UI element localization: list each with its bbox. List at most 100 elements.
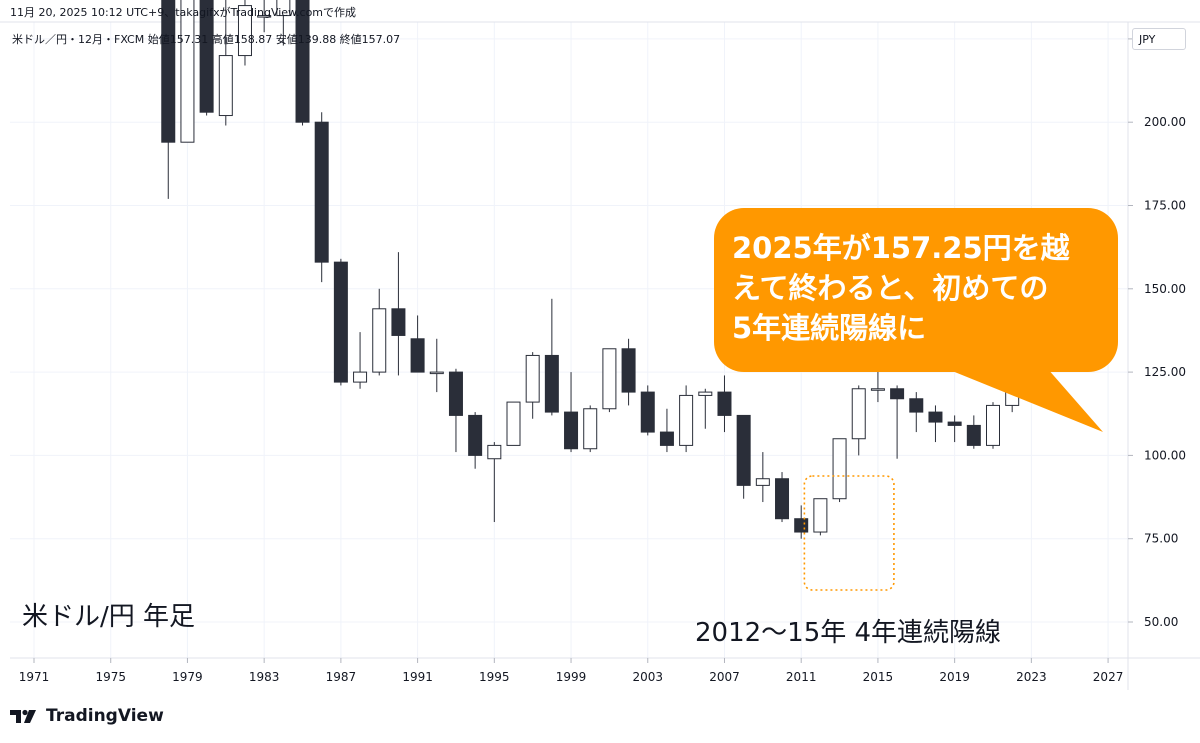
candle-body [870, 388, 885, 391]
candle-body [257, 15, 272, 18]
candle-body [659, 431, 674, 446]
candle-body [237, 5, 252, 57]
callout-line-1: 2025年が157.25円を越 [732, 231, 1070, 265]
candle-body [487, 444, 502, 460]
candle-body [429, 371, 444, 375]
candle-body [851, 388, 866, 440]
candle-1999 [564, 372, 579, 453]
candle-2002 [621, 338, 636, 406]
candle-1986 [314, 112, 329, 283]
callout-line-2: えて終わると、初めての [732, 271, 1049, 305]
candle-1991 [410, 315, 425, 373]
candle-1990 [391, 252, 406, 376]
candle-body [391, 308, 406, 336]
x-tick-label: 2023 [1016, 670, 1047, 684]
candle-1987 [333, 258, 348, 386]
candle-2017 [909, 392, 924, 433]
candle-2018 [928, 405, 943, 443]
y-tick-label: 100.00 [1144, 448, 1186, 462]
candle-body [525, 354, 540, 403]
candle-body [947, 421, 962, 426]
candle-1997 [525, 352, 540, 419]
candle-1982 [237, 0, 252, 66]
candle-body [506, 401, 521, 446]
candle-body [333, 261, 348, 383]
candle-2010 [775, 472, 790, 523]
x-tick-label: 2027 [1093, 670, 1124, 684]
x-tick-label: 1995 [479, 670, 510, 684]
candle-2006 [698, 388, 713, 429]
x-tick-label: 1987 [326, 670, 357, 684]
candle-body [602, 348, 617, 410]
candle-1992 [429, 338, 444, 393]
candle-body [161, 0, 176, 143]
currency-label[interactable]: JPY [1132, 28, 1186, 50]
candle-body [448, 371, 463, 416]
candle-1980 [199, 0, 214, 116]
candle-body [679, 394, 694, 446]
candle-1983 [257, 0, 272, 33]
candle-1979 [180, 0, 195, 143]
chart-label: 米ドル/円 年足 [22, 602, 196, 632]
candle-2007 [717, 375, 732, 433]
candle-body [640, 391, 655, 433]
candle-2005 [679, 385, 694, 453]
candle-body [468, 414, 483, 456]
candle-2014 [851, 385, 866, 456]
y-tick-label: 150.00 [1144, 282, 1186, 296]
candle-2009 [755, 452, 770, 503]
candle-body [698, 391, 713, 396]
candle-2016 [890, 385, 905, 459]
callout-text: 2025年が157.25円を越 えて終わると、初めての 5年連続陽線に [732, 228, 1102, 348]
ohlc-legend[interactable]: 米ドル／円・12月・FXCM 始値157.31 高値158.87 安値139.8… [12, 33, 401, 46]
candle-body [218, 55, 233, 117]
candle-body [717, 391, 732, 416]
x-tick-label: 2003 [632, 670, 663, 684]
period-label: 2012～15年 4年連続陽線 [695, 618, 1002, 648]
callout-line-3: 5年連続陽線に [732, 311, 927, 345]
candle-body [986, 404, 1000, 446]
candle-2012 [813, 498, 828, 536]
callout-tail [925, 360, 1103, 432]
candle-1984 [276, 0, 291, 46]
candle-1989 [372, 288, 387, 376]
brand-logo[interactable]: TradingView [10, 706, 164, 726]
x-tick-label: 1991 [402, 670, 433, 684]
candle-body [372, 308, 387, 373]
candle-2000 [583, 405, 598, 453]
x-tick-label: 2015 [863, 670, 894, 684]
y-axis: 375.00350.00325.00300.00275.00250.00225.… [1128, 32, 1186, 629]
y-tick-label: 75.00 [1144, 532, 1178, 546]
x-axis: 1971 1975 1979 1983 1987 1991 1995 1999 2003 2007… [19, 658, 1124, 684]
candle-2020 [966, 415, 981, 449]
candle-1981 [218, 0, 233, 126]
y-tick-label: 200.00 [1144, 115, 1186, 129]
candle-body [755, 478, 770, 486]
candle-1995 [487, 442, 502, 523]
tradingview-logo-icon [10, 709, 36, 723]
top-caption: 11月 20, 2025 10:12 UTC+9、takagifxがTradin… [10, 6, 357, 19]
candle-body [410, 338, 425, 373]
candle-body [564, 411, 579, 450]
y-tick-label: 50.00 [1144, 615, 1178, 629]
candle-2003 [640, 385, 655, 436]
candle-1994 [468, 412, 483, 469]
candle-1988 [353, 332, 368, 389]
y-tick-label: 175.00 [1144, 199, 1186, 213]
candle-1996 [506, 401, 521, 446]
candle-2001 [602, 348, 617, 413]
x-tick-label: 2007 [709, 670, 740, 684]
candle-body [544, 354, 559, 413]
candle-2008 [736, 414, 751, 499]
candle-body [621, 348, 636, 393]
x-tick-label: 1983 [249, 670, 280, 684]
candle-2011 [794, 505, 809, 539]
x-tick-label: 1971 [19, 670, 50, 684]
x-tick-label: 2011 [786, 670, 817, 684]
x-tick-label: 2019 [939, 670, 970, 684]
callout-box [714, 208, 1118, 372]
candle-2004 [659, 408, 674, 453]
candle-body [909, 398, 924, 413]
candle-body [583, 408, 598, 450]
